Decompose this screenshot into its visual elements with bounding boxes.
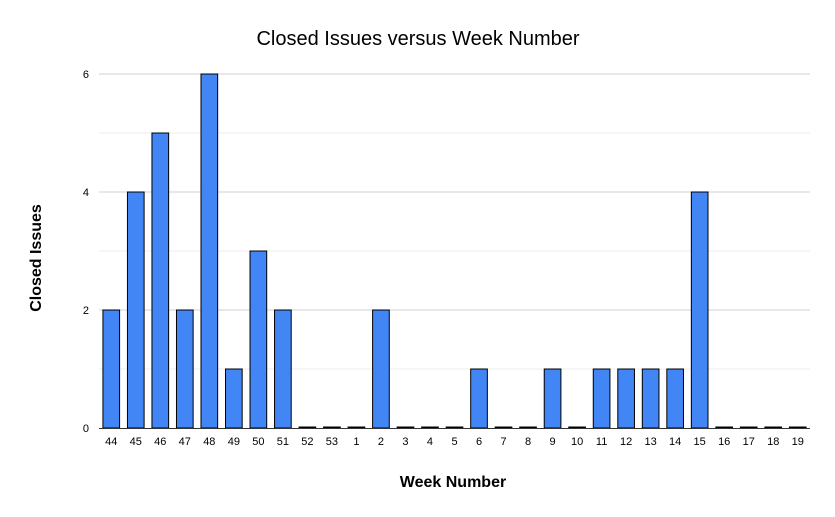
bar-week-53	[323, 426, 341, 429]
bar-week-1	[347, 426, 366, 429]
x-tick-label: 49	[228, 436, 240, 448]
x-tick-label: 7	[500, 436, 506, 448]
bar-week-44	[102, 309, 121, 429]
x-tick-label: 19	[792, 436, 804, 448]
bar-week-2	[372, 309, 390, 429]
x-tick-label: 3	[402, 436, 408, 448]
bar-week-3	[396, 426, 415, 429]
x-tick-label: 4	[427, 436, 433, 448]
bar-week-17	[739, 426, 758, 429]
x-tick-label: 5	[451, 436, 457, 448]
bar-week-16	[715, 426, 734, 429]
x-tick-label: 6	[476, 436, 482, 448]
bar-week-10	[568, 426, 586, 429]
bar-week-6	[470, 368, 488, 429]
bar-week-48	[200, 73, 219, 429]
x-tick-label: 45	[130, 436, 142, 448]
bar-week-51	[274, 309, 292, 429]
x-tick-label: 11	[596, 436, 607, 448]
y-tick-label: 4	[83, 187, 89, 199]
x-tick-label: 46	[154, 436, 166, 448]
x-axis-ticks: 44 45 46 47 48 49 50 51 52 53 1 2 3 4 5 6 7 8 9 10 11 12 13 14 1…	[105, 436, 804, 448]
x-tick-label: 44	[105, 436, 117, 448]
x-tick-label: 52	[301, 436, 313, 448]
bar-week-8	[519, 426, 537, 429]
x-tick-label: 15	[694, 436, 706, 448]
bar-week-7	[494, 426, 513, 429]
y-tick-label: 0	[83, 423, 89, 435]
x-tick-label: 53	[326, 436, 338, 448]
bar-week-49	[225, 368, 243, 429]
bar-week-18	[764, 426, 783, 429]
bar-week-50	[249, 250, 268, 429]
x-tick-label: 47	[179, 436, 191, 448]
x-tick-label: 1	[353, 436, 359, 448]
x-axis-title: Week Number	[400, 474, 506, 491]
x-tick-label: 12	[620, 436, 632, 448]
bar-week-11	[592, 368, 611, 429]
bar-week-14	[666, 368, 684, 429]
x-tick-label: 13	[645, 436, 657, 448]
bar-week-12	[617, 368, 635, 429]
x-tick-label: 8	[525, 436, 531, 448]
x-tick-label: 17	[743, 436, 755, 448]
bar-week-15	[690, 191, 709, 429]
x-tick-label: 51	[277, 436, 289, 448]
y-tick-label: 2	[83, 305, 89, 317]
x-tick-label: 48	[203, 436, 215, 448]
y-axis-ticks: 0 2 4 6	[83, 69, 89, 435]
x-tick-label: 10	[571, 436, 583, 448]
x-tick-label: 50	[252, 436, 264, 448]
bars	[102, 73, 807, 429]
x-tick-label: 2	[378, 436, 384, 448]
bar-week-45	[126, 191, 145, 429]
bar-week-52	[298, 426, 317, 429]
bar-week-4	[421, 426, 439, 429]
chart-title: Closed Issues versus Week Number	[256, 28, 579, 50]
bar-week-13	[641, 368, 660, 429]
bar-week-5	[445, 426, 464, 429]
x-tick-label: 18	[767, 436, 779, 448]
y-axis-title: Closed Issues	[28, 204, 45, 312]
y-tick-label: 6	[83, 69, 89, 81]
x-tick-label: 16	[718, 436, 730, 448]
x-tick-label: 14	[669, 436, 681, 448]
x-tick-label: 9	[550, 436, 556, 448]
bar-week-9	[543, 368, 562, 429]
bar-week-19	[788, 426, 807, 429]
bar-week-47	[175, 309, 194, 429]
bar-week-46	[151, 132, 170, 429]
